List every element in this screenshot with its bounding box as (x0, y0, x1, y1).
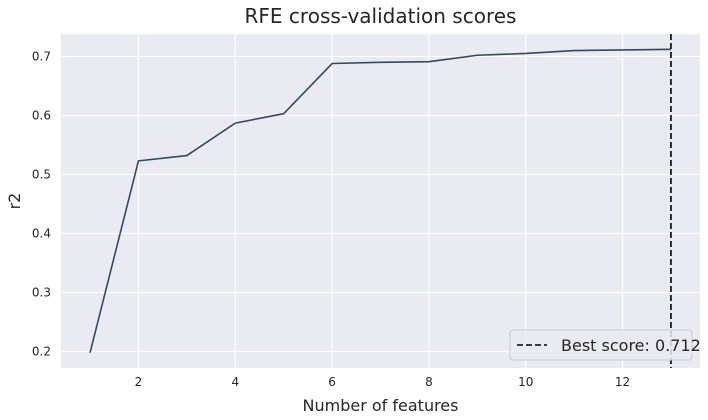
x-tick-label: 2 (135, 375, 143, 389)
grid-lines (61, 34, 700, 368)
x-tick-label: 10 (518, 375, 533, 389)
x-tick-label: 12 (615, 375, 630, 389)
plot-area-background (61, 34, 700, 368)
data-layer (89, 34, 672, 368)
x-axis-title: Number of features (303, 396, 459, 415)
legend: Best score: 0.712 (509, 329, 701, 361)
x-tick-label: 6 (328, 375, 336, 389)
y-tick-label: 0.7 (32, 49, 51, 63)
y-tick-label: 0.5 (32, 167, 51, 181)
y-tick-label: 0.3 (32, 285, 51, 299)
legend-box (509, 329, 693, 361)
y-tick-label: 0.4 (32, 226, 51, 240)
score-line (89, 48, 671, 353)
legend-best-score-label: Best score: 0.712 (561, 336, 701, 355)
y-tick-label: 0.6 (32, 108, 51, 122)
x-tick-label: 4 (231, 375, 239, 389)
y-axis-title: r2 (5, 193, 24, 210)
x-tick-label: 8 (425, 375, 433, 389)
chart-title: RFE cross-validation scores (245, 4, 517, 28)
axis-ticks: 2 4 6 8 10 12 0.2 0.3 0.4 0.5 0.6 0.7 (32, 49, 630, 389)
y-tick-label: 0.2 (32, 344, 51, 358)
